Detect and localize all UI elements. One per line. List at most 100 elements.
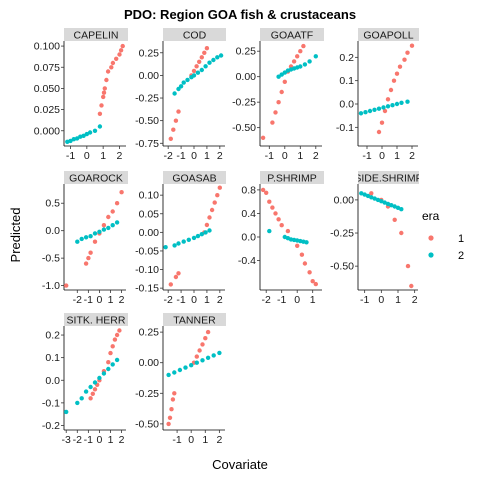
y-tick-label: -0.50 xyxy=(135,115,159,127)
data-point-era-2 xyxy=(203,230,207,234)
x-tick-label: -2 xyxy=(163,150,172,162)
legend-label: 2 xyxy=(458,250,464,262)
data-point-era-2 xyxy=(102,371,106,375)
data-point-era-2 xyxy=(196,234,200,238)
data-point-era-2 xyxy=(215,55,219,59)
y-tick-label: 0.2 xyxy=(45,330,60,342)
y-tick-label: -0.50 xyxy=(330,261,354,273)
data-point-era-2 xyxy=(172,91,176,95)
data-point-era-1 xyxy=(103,86,107,90)
data-point-era-1 xyxy=(218,186,222,190)
data-point-era-2 xyxy=(189,363,193,367)
strip-label: SIDE.SHRIMP xyxy=(354,173,422,185)
x-tick-label: 1 xyxy=(108,294,114,306)
data-point-era-1 xyxy=(106,69,110,73)
data-point-era-2 xyxy=(115,220,119,224)
x-tick-label: -1 xyxy=(84,294,93,306)
data-point-era-1 xyxy=(205,223,209,227)
x-tick-label: 0 xyxy=(97,294,103,306)
data-point-era-1 xyxy=(213,200,217,204)
panel-10: TANNER -0.50 -0.25 0.00 0.25 -1 0 1 2 xyxy=(135,313,226,446)
y-tick-label: 0.25 xyxy=(236,46,257,58)
data-point-era-1 xyxy=(205,46,209,50)
y-axis-title: Predicted xyxy=(8,208,23,263)
data-point-era-2 xyxy=(267,229,271,233)
data-point-era-2 xyxy=(88,234,92,238)
data-point-era-2 xyxy=(304,240,308,244)
data-point-era-1 xyxy=(93,240,97,244)
data-point-era-2 xyxy=(106,226,110,230)
data-point-era-1 xyxy=(98,112,102,116)
x-tick-label: -1 xyxy=(362,150,371,162)
data-point-era-2 xyxy=(179,84,183,88)
data-point-era-1 xyxy=(113,337,117,341)
data-point-era-1 xyxy=(392,79,396,83)
data-point-era-1 xyxy=(108,351,112,355)
data-point-era-1 xyxy=(171,128,175,132)
data-point-era-2 xyxy=(211,58,215,62)
data-point-era-1 xyxy=(169,282,173,286)
data-point-era-2 xyxy=(102,227,106,231)
x-tick-label: 0 xyxy=(379,150,385,162)
data-point-era-1 xyxy=(192,69,196,73)
data-point-era-2 xyxy=(395,102,399,106)
x-tick-label: -2 xyxy=(262,294,271,306)
panel-1: CAPELIN 0.000 0.025 0.050 0.075 0.100 -1 0 1 2 xyxy=(34,28,128,162)
data-point-era-2 xyxy=(93,380,97,384)
data-point-era-1 xyxy=(298,49,302,53)
data-point-era-1 xyxy=(115,333,119,337)
y-tick-label: -0.1 xyxy=(42,397,60,409)
data-point-era-1 xyxy=(295,54,299,58)
panel-9: SITK. HERR-0.2-0.10.00.10.2-3 -2 -1 0 1 2 xyxy=(42,313,128,446)
y-tick-label: 0.8 xyxy=(241,184,256,196)
data-point-era-1 xyxy=(410,44,414,48)
y-tick-label: -0.4 xyxy=(238,255,256,267)
data-point-era-2 xyxy=(372,108,376,112)
data-point-era-1 xyxy=(102,223,106,227)
y-tick-label: 0.10 xyxy=(139,190,160,202)
data-point-era-2 xyxy=(172,243,176,247)
legend: era 12 xyxy=(422,209,464,262)
data-point-era-1 xyxy=(273,211,277,215)
y-tick-label: -0.2 xyxy=(42,420,60,432)
data-point-era-1 xyxy=(84,261,88,265)
data-point-era-1 xyxy=(91,392,95,396)
data-point-era-1 xyxy=(377,130,381,134)
x-tick-label: 2 xyxy=(217,150,223,162)
data-point-era-1 xyxy=(195,354,199,358)
y-tick-label: -0.75 xyxy=(135,138,159,150)
data-point-era-2 xyxy=(217,351,221,355)
y-tick-label: 0.25 xyxy=(139,47,160,59)
data-point-era-2 xyxy=(363,110,367,114)
y-tick-label: -0.25 xyxy=(330,228,354,240)
data-point-era-1 xyxy=(295,244,299,248)
x-tick-label: -3 xyxy=(62,434,71,446)
data-point-era-2 xyxy=(207,61,211,65)
data-point-era-1 xyxy=(197,60,201,64)
data-point-era-1 xyxy=(104,78,108,82)
data-point-era-1 xyxy=(114,57,118,61)
data-point-era-2 xyxy=(93,231,97,235)
y-tick-label: 0.0 xyxy=(45,225,60,237)
data-point-era-2 xyxy=(195,361,199,365)
data-point-era-1 xyxy=(270,205,274,209)
data-point-era-1 xyxy=(380,121,384,125)
data-point-era-1 xyxy=(276,100,280,104)
x-tick-label: -1 xyxy=(66,150,75,162)
data-point-era-1 xyxy=(409,284,413,288)
data-point-era-2 xyxy=(206,356,210,360)
y-tick-label: 0.0 xyxy=(339,99,354,111)
data-point-era-1 xyxy=(276,217,280,221)
x-tick-label: 2 xyxy=(117,150,123,162)
data-point-era-2 xyxy=(166,373,170,377)
x-tick-label: -1 xyxy=(360,294,369,306)
data-point-era-1 xyxy=(207,215,211,219)
data-point-era-2 xyxy=(207,228,211,232)
data-point-era-2 xyxy=(75,401,79,405)
legend-title: era xyxy=(422,209,440,223)
panel-5: GOAROCK-1.0-0.50.00.5-2 -1 0 1 2 xyxy=(42,171,128,306)
data-point-era-2 xyxy=(200,232,204,236)
x-tick-label: 1 xyxy=(310,294,316,306)
data-point-era-2 xyxy=(196,71,200,75)
panel-2: COD-0.75-0.50-0.250.000.25-2 -1 0 1 2 xyxy=(135,28,226,162)
